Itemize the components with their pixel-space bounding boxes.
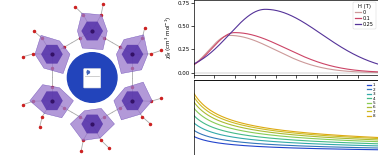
Legend: 1, 2, 3, 4, 5, 6, 7, 8: 1, 2, 3, 4, 5, 6, 7, 8 <box>366 83 376 119</box>
Polygon shape <box>77 13 107 50</box>
FancyBboxPatch shape <box>84 69 101 88</box>
Polygon shape <box>41 45 63 64</box>
Polygon shape <box>30 85 73 118</box>
Y-axis label: $\chi_M''$ (cm$^3$ mol$^{-1}$): $\chi_M''$ (cm$^3$ mol$^{-1}$) <box>164 16 174 59</box>
Polygon shape <box>116 35 148 74</box>
Polygon shape <box>81 22 103 40</box>
Polygon shape <box>41 91 63 110</box>
Polygon shape <box>70 108 115 141</box>
Circle shape <box>87 70 90 74</box>
Polygon shape <box>114 82 152 120</box>
Legend: 0, 0.1, 0.25: 0, 0.1, 0.25 <box>353 2 376 29</box>
Polygon shape <box>81 115 103 133</box>
Circle shape <box>67 53 117 102</box>
Polygon shape <box>35 35 70 74</box>
Polygon shape <box>122 91 143 110</box>
Polygon shape <box>122 45 143 64</box>
